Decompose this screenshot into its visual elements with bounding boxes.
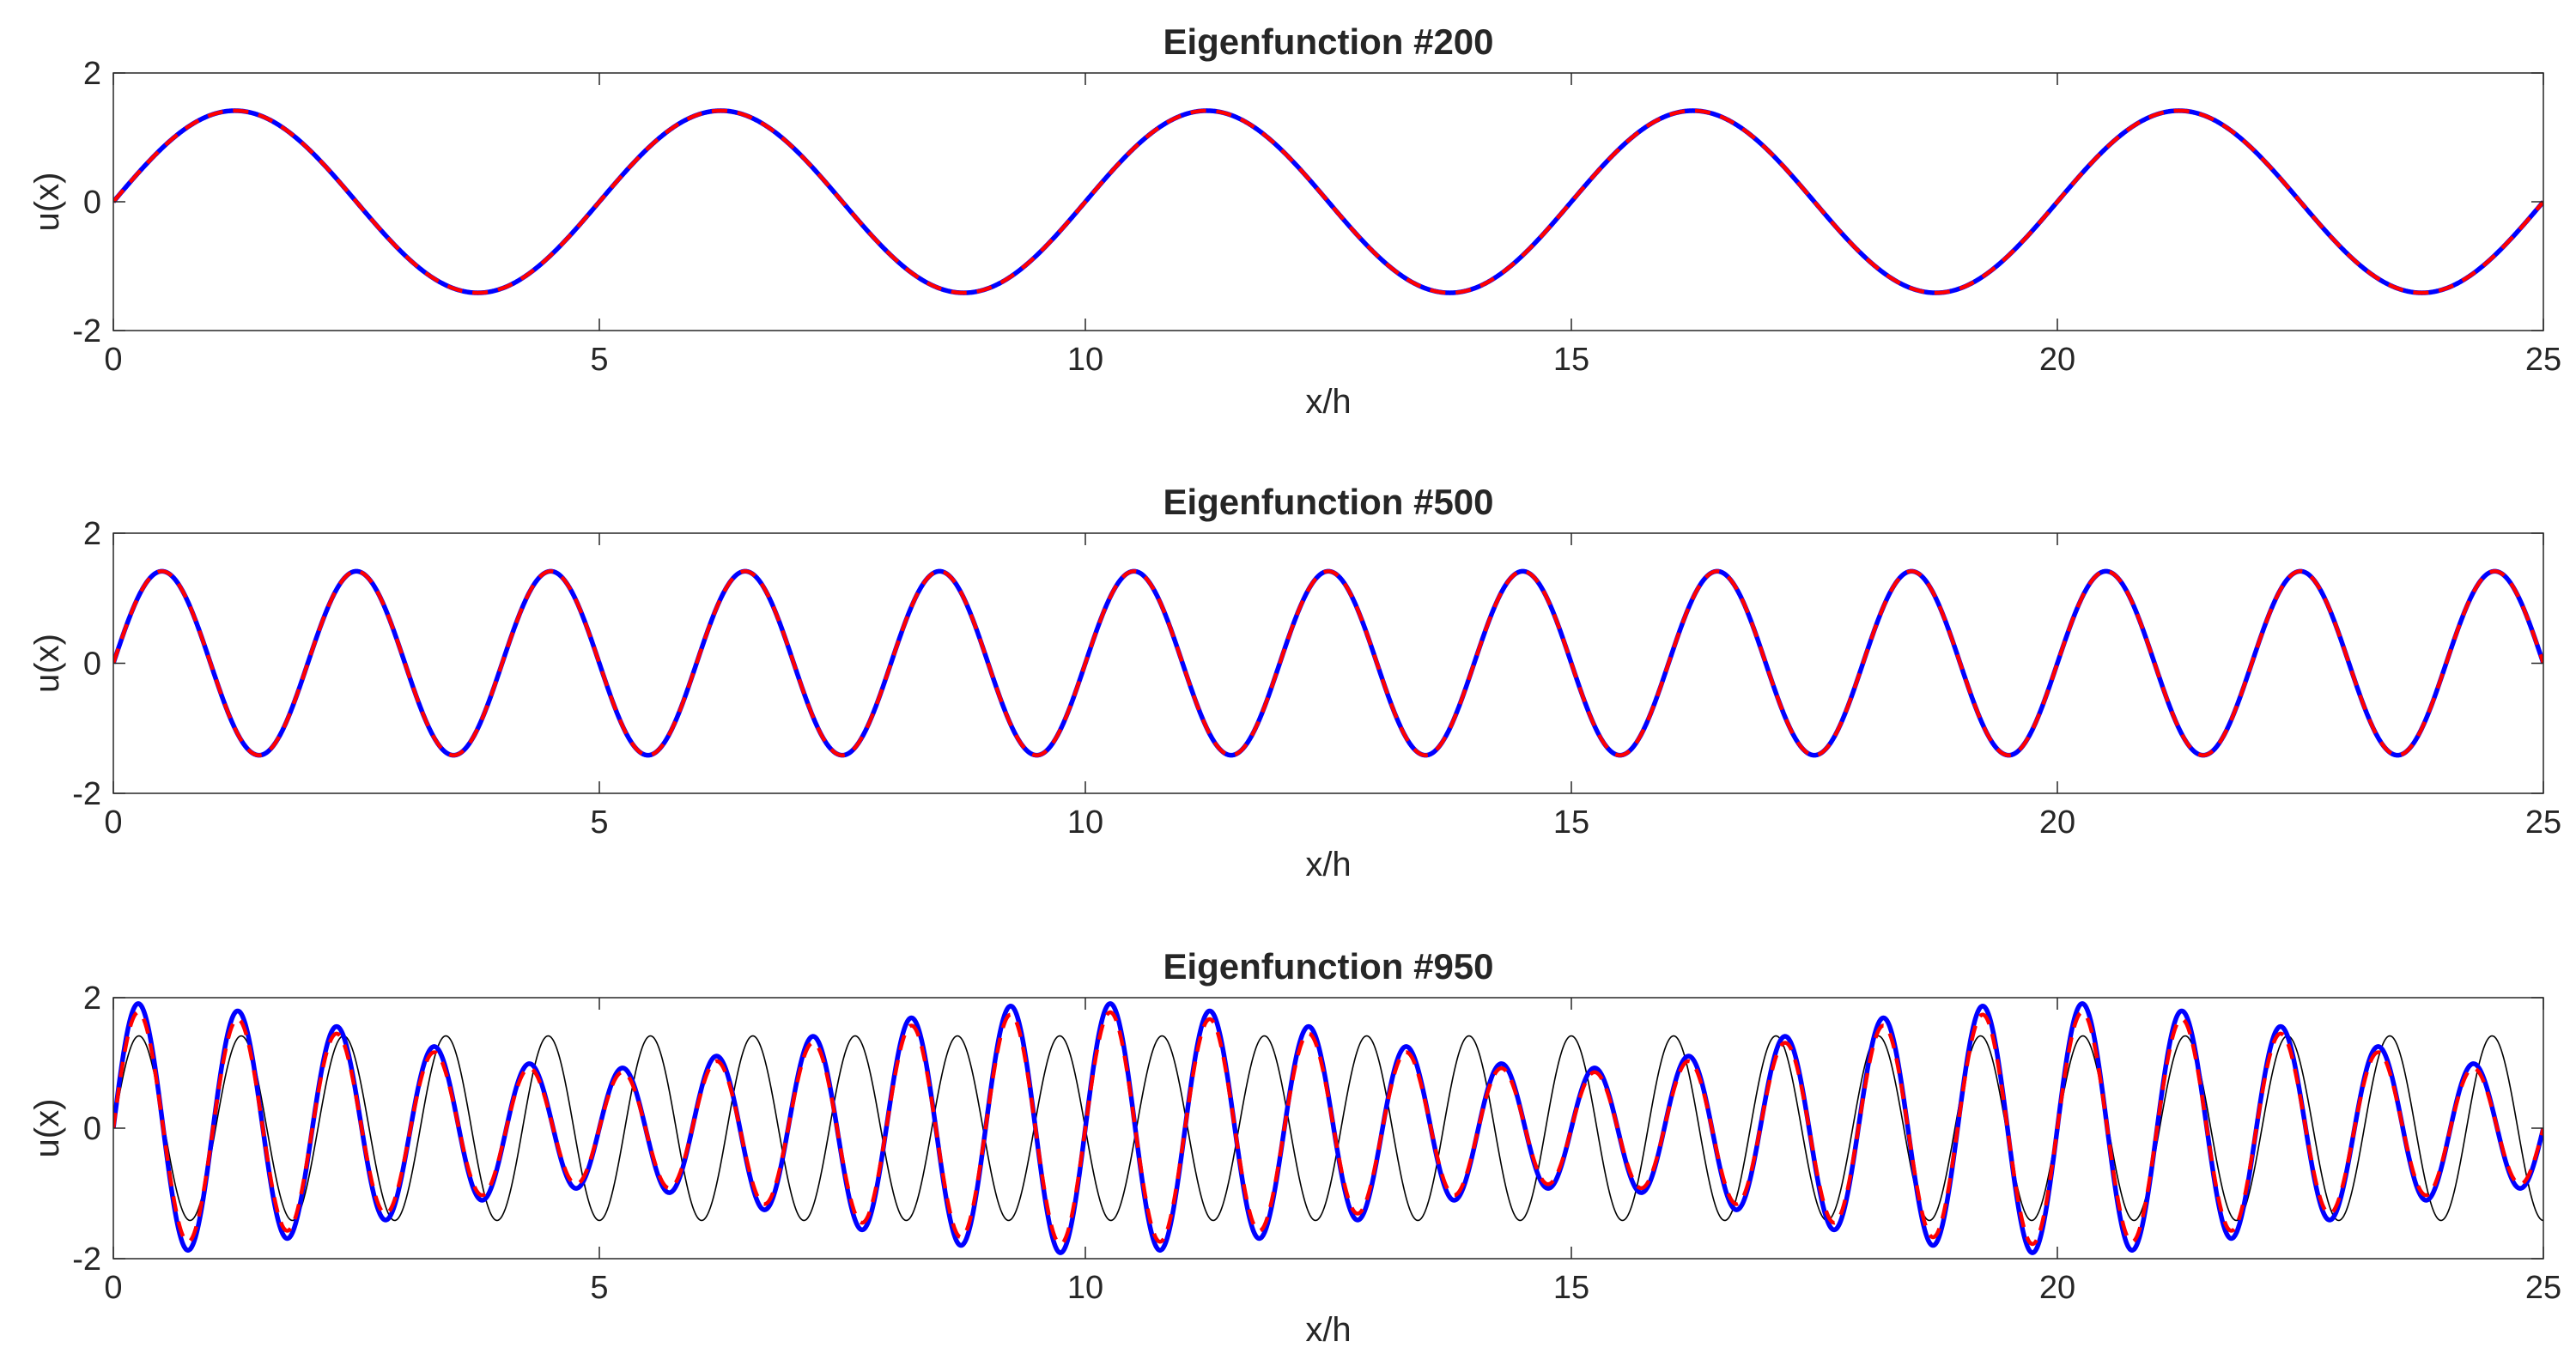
x-tick-label: 10 [1067, 804, 1103, 841]
y-tick-label: -2 [72, 313, 101, 349]
y-tick-label: 2 [83, 980, 101, 1017]
y-axis-label: u(x) [28, 634, 66, 693]
x-axis-label: x/h [1305, 1311, 1351, 1349]
x-tick-label: 0 [104, 804, 122, 841]
x-tick-label: 15 [1553, 804, 1589, 841]
y-tick-label: 0 [83, 185, 101, 221]
x-tick-label: 10 [1067, 342, 1103, 378]
x-tick-label: 25 [2525, 804, 2561, 841]
plot-area [113, 998, 2543, 1259]
x-tick-label: 10 [1067, 1270, 1103, 1306]
series-group [113, 1001, 2543, 1255]
x-tick-label: 0 [104, 342, 122, 378]
plot-area [113, 533, 2543, 793]
x-tick-label: 5 [590, 342, 608, 378]
subplot-title: Eigenfunction #500 [1163, 482, 1493, 522]
x-tick-label: 20 [2039, 804, 2075, 841]
y-axis-label: u(x) [28, 173, 66, 232]
series-line-3 [113, 108, 2543, 295]
y-tick-label: 2 [83, 56, 101, 92]
y-tick-label: 2 [83, 516, 101, 552]
y-tick-label: 0 [83, 647, 101, 683]
x-tick-label: 5 [590, 804, 608, 841]
y-tick-label: -2 [72, 776, 101, 812]
x-tick-label: 15 [1553, 1270, 1589, 1306]
x-tick-label: 20 [2039, 1270, 2075, 1306]
series-line-3 [113, 1010, 2543, 1247]
series-group [113, 108, 2543, 295]
series-group [113, 568, 2543, 758]
x-tick-label: 20 [2039, 342, 2075, 378]
y-tick-label: 0 [83, 1111, 101, 1147]
x-tick-label: 5 [590, 1270, 608, 1306]
x-tick-label: 25 [2525, 1270, 2561, 1306]
x-axis-label: x/h [1305, 383, 1351, 421]
subplot-title: Eigenfunction #950 [1163, 946, 1493, 987]
x-tick-label: 15 [1553, 342, 1589, 378]
x-tick-label: 0 [104, 1270, 122, 1306]
x-tick-label: 25 [2525, 342, 2561, 378]
subplot-title: Eigenfunction #200 [1163, 21, 1493, 62]
x-axis-label: x/h [1305, 846, 1351, 883]
y-axis-label: u(x) [28, 1099, 66, 1158]
series-line-1 [113, 1035, 2543, 1222]
series-line-3 [113, 569, 2543, 757]
y-tick-label: -2 [72, 1242, 101, 1278]
